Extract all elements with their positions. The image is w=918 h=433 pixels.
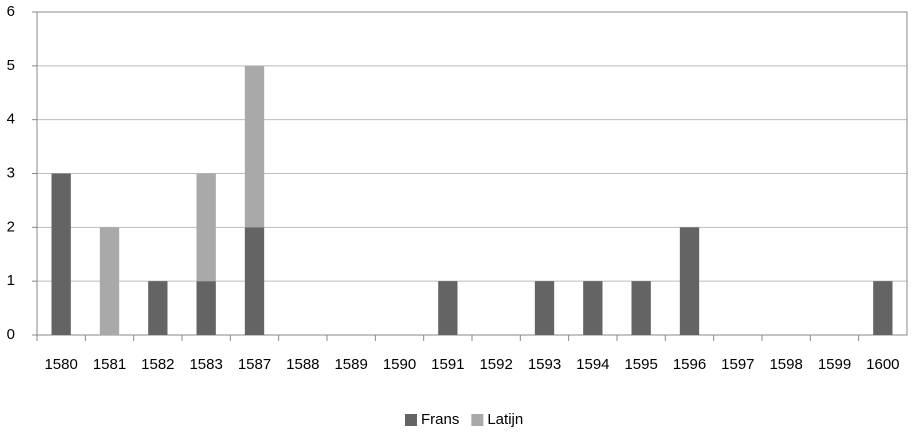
y-tick-label: 5 <box>7 57 15 74</box>
y-tick-label: 6 <box>7 3 15 20</box>
x-tick-label: 1597 <box>721 356 754 373</box>
bar <box>244 227 265 335</box>
x-tick-label: 1588 <box>286 356 319 373</box>
bar <box>196 173 216 282</box>
bar <box>679 227 700 335</box>
x-tick-label: 1589 <box>334 356 367 373</box>
legend-label: Latijn <box>487 411 523 428</box>
x-tick-label: 1582 <box>141 356 174 373</box>
bar <box>631 281 651 335</box>
x-tick-label: 1596 <box>673 356 706 373</box>
x-tick-label: 1595 <box>624 356 657 373</box>
y-tick-label: 4 <box>7 111 15 128</box>
x-tick-label: 1581 <box>93 356 126 373</box>
x-tick-label: 1593 <box>528 356 561 373</box>
x-tick-label: 1580 <box>44 356 77 373</box>
bar <box>534 281 555 335</box>
y-tick-label: 1 <box>7 272 15 289</box>
bar <box>196 281 216 335</box>
x-tick-label: 1587 <box>238 356 271 373</box>
x-tick-label: 1599 <box>818 356 851 373</box>
x-tick-label: 1598 <box>769 356 802 373</box>
bar <box>148 281 168 335</box>
bar <box>51 173 71 335</box>
bar <box>438 281 458 335</box>
x-tick-label: 1583 <box>189 356 222 373</box>
x-tick-label: 1600 <box>866 356 899 373</box>
y-tick-label: 3 <box>7 164 15 181</box>
x-tick-label: 1594 <box>576 356 609 373</box>
bar <box>99 227 120 335</box>
y-tick-label: 2 <box>7 218 15 235</box>
bar <box>244 65 265 228</box>
y-tick-label: 0 <box>7 326 15 343</box>
x-tick-label: 1592 <box>479 356 512 373</box>
x-tick-label: 1591 <box>431 356 464 373</box>
legend-swatch <box>471 414 484 426</box>
legend-swatch <box>405 414 417 426</box>
bar <box>583 281 603 335</box>
bar <box>873 281 893 335</box>
x-tick-label: 1590 <box>383 356 416 373</box>
legend-label: Frans <box>421 411 459 428</box>
